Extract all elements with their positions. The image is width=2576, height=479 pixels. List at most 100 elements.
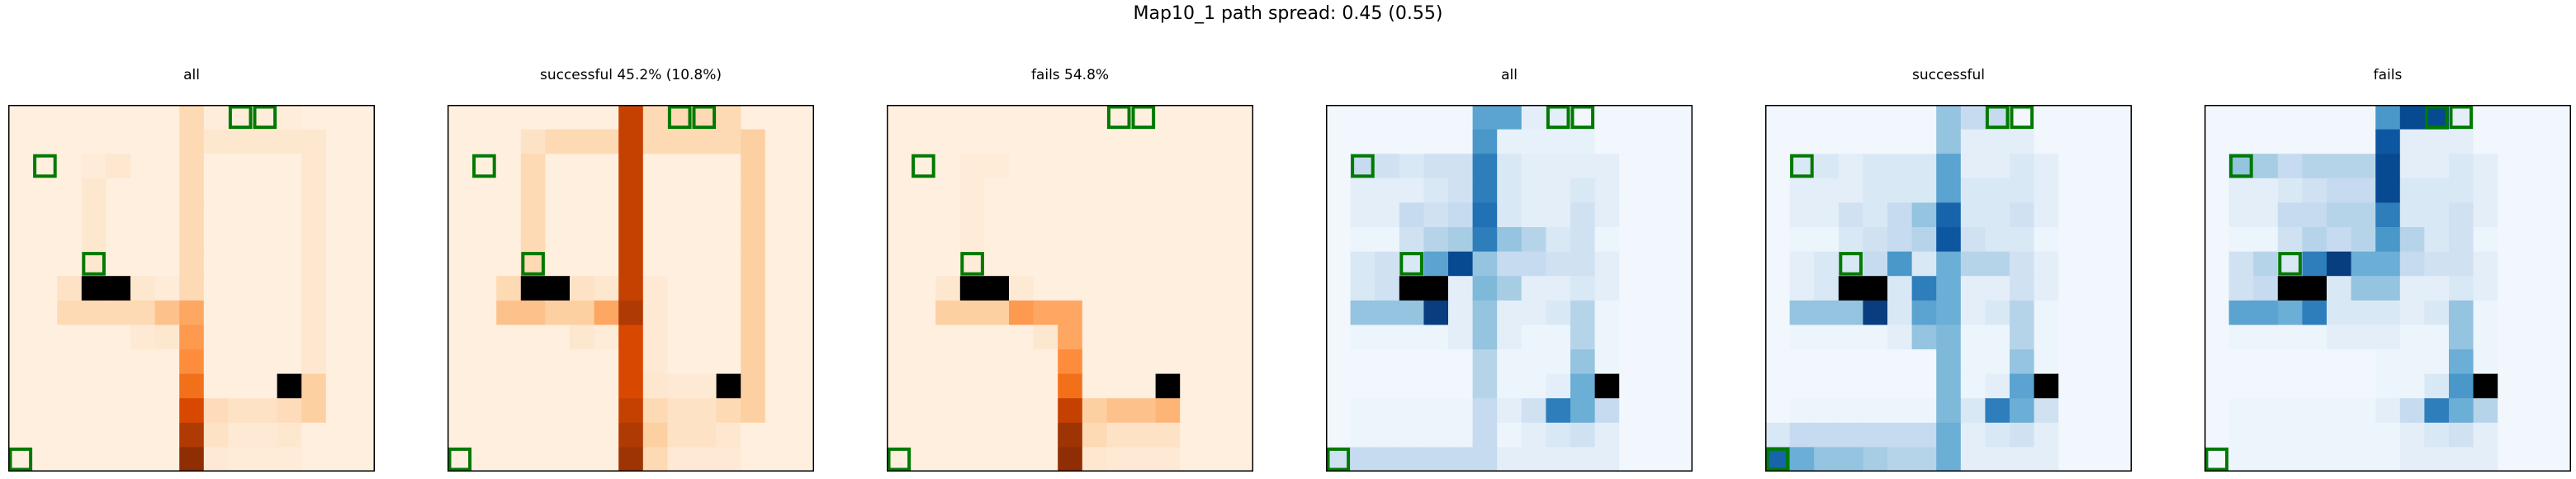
heatmap-cell [1448,129,1474,154]
heatmap-cell [935,202,961,228]
heatmap-cell [741,398,766,424]
goal-marker [887,447,912,472]
heatmap-cell [350,398,375,424]
heatmap-cell [1765,202,1791,228]
heatmap-cell [2277,349,2303,375]
heatmap-cell [984,373,1010,399]
heatmap-cell [642,325,668,350]
heatmap-cell [2498,178,2523,203]
heatmap-cell [1326,202,1352,228]
heatmap-cell [2058,227,2084,253]
heatmap-cell [301,202,327,228]
heatmap-cell [1350,276,1376,301]
heatmap-cell [1497,447,1522,472]
heatmap-cell [1619,300,1645,325]
heatmap-cell [789,227,814,253]
heatmap-cell [667,178,693,203]
heatmap-cell [692,373,717,399]
heatmap-cell [1911,227,1937,253]
heatmap-cell [57,105,83,130]
heatmap-cell [32,300,58,325]
heatmap-cell [618,227,644,253]
heatmap-cell [520,447,546,472]
heatmap-cell [2546,105,2571,130]
heatmap-cell [2253,178,2279,203]
heatmap-cell [2375,349,2401,375]
heatmap-cell [57,398,83,424]
heatmap-cell [1131,422,1157,448]
heatmap-cell [1814,154,1840,179]
heatmap-cell [1375,422,1400,448]
heatmap-cell [1448,447,1474,472]
heatmap-cell [2375,227,2401,253]
heatmap-cell [984,349,1010,375]
heatmap-cell [1863,251,1888,277]
heatmap-cell [2399,300,2425,325]
heatmap-cell [1960,447,1986,472]
heatmap-cell [667,154,693,179]
heatmap-cell [1521,154,1546,179]
goal-marker [1131,105,1156,130]
goal-marker [1326,447,1351,472]
heatmap-cell [545,422,571,448]
heatmap-cell [8,202,34,228]
heatmap-cell [1350,398,1376,424]
heatmap-cell [2228,373,2254,399]
heatmap-cell [911,227,936,253]
heatmap-cell [765,276,790,301]
heatmap-cell [1375,105,1400,130]
heatmap-cell [2107,154,2132,179]
heatmap-cell [301,105,327,130]
heatmap-cell [1155,227,1181,253]
heatmap-cell [789,251,814,277]
heatmap-cell [2082,178,2108,203]
heatmap-cell [2058,398,2084,424]
heatmap-cell [447,105,473,130]
heatmap-cell [1838,373,1863,399]
heatmap-cell [642,349,668,375]
heatmap-cell [32,251,58,277]
heatmap-cell [1985,227,2010,253]
heatmap-cell [789,422,814,448]
heatmap-cell [594,398,619,424]
heatmap-cell [1106,325,1132,350]
heatmap-cell [253,373,278,399]
heatmap-cell [325,325,351,350]
heatmap-cell [2010,422,2035,448]
heatmap-cell [618,349,644,375]
heatmap-cell [179,349,205,375]
heatmap-cell [2522,105,2547,130]
heatmap-cell [2010,300,2035,325]
heatmap-cell [2107,129,2132,154]
heatmap-cell [1106,154,1132,179]
heatmap-cell [154,105,180,130]
heatmap-cell [1399,178,1424,203]
heatmap-cell [203,129,229,154]
heatmap-cell [1838,349,1863,375]
heatmap-cell [2424,202,2450,228]
heatmap-cell [2228,227,2254,253]
heatmap-cell [2546,398,2571,424]
heatmap-cell [887,154,912,179]
heatmap-cell [325,447,351,472]
heatmap-cell [1911,422,1937,448]
heatmap-cell [2082,373,2108,399]
heatmap-cell [765,178,790,203]
heatmap-cell [253,422,278,448]
heatmap-cell [1033,325,1058,350]
heatmap-cell [2522,398,2547,424]
panel-title: fails [2373,67,2403,83]
obstacle-cell [959,276,985,301]
heatmap-cell [1229,373,1253,399]
heatmap-cell [1180,422,1205,448]
heatmap-cell [2277,178,2303,203]
heatmap-cell [1863,202,1888,228]
heatmap-cell [2498,398,2523,424]
heatmap-cell [887,129,912,154]
heatmap-cell [2546,202,2571,228]
heatmap-cell [1814,447,1840,472]
heatmap-cell [81,349,107,375]
heatmap-cell [2375,373,2401,399]
heatmap-cell [692,447,717,472]
heatmap-cell [1668,276,1693,301]
